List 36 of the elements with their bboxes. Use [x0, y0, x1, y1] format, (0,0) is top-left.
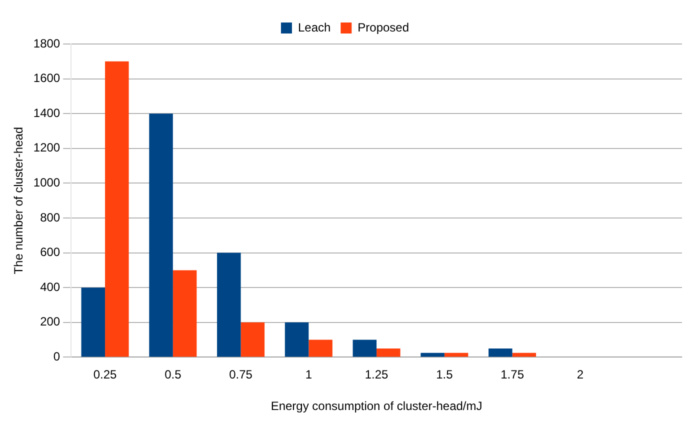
bar: [308, 340, 332, 357]
bar: [376, 348, 400, 357]
bar: [240, 322, 265, 357]
y-tick-label: 1800: [33, 36, 60, 50]
bar: [81, 288, 106, 357]
bar: [512, 352, 536, 357]
x-tick-label: 1.25: [364, 368, 389, 382]
x-tick-label: 1.75: [500, 368, 524, 382]
x-tick-label: 1.5: [436, 368, 454, 382]
y-tick-label: 800: [40, 210, 60, 224]
bar: [352, 340, 377, 357]
y-tick-label: 0: [53, 350, 60, 364]
bar: [420, 352, 444, 357]
bar: [149, 114, 173, 357]
x-axis-title: Energy consumption of cluster-head/mJ: [270, 399, 482, 414]
x-tick-label: 2: [576, 368, 584, 382]
bar: [105, 61, 129, 357]
x-tick-label: 0.5: [164, 368, 182, 382]
y-axis-title: The number of cluster-head: [12, 126, 26, 274]
y-tick-label: 1400: [33, 106, 60, 120]
x-tick-label: 0.25: [93, 368, 118, 382]
y-tick-label: 1200: [33, 140, 60, 155]
legend-label: Proposed: [358, 20, 410, 34]
bar: [284, 322, 309, 357]
bar: [217, 252, 241, 357]
bar: [488, 348, 512, 357]
bar: [172, 270, 197, 357]
y-tick-label: 200: [40, 314, 60, 329]
y-tick-label: 600: [40, 245, 60, 260]
x-tick-label: 0.75: [229, 368, 253, 382]
y-tick-label: 1600: [33, 71, 60, 86]
y-tick-label: 400: [40, 280, 60, 294]
x-tick-label: 1: [305, 368, 312, 382]
legend-label: Leach: [298, 20, 331, 34]
y-tick-label: 1000: [33, 176, 60, 190]
bar: [444, 352, 468, 357]
